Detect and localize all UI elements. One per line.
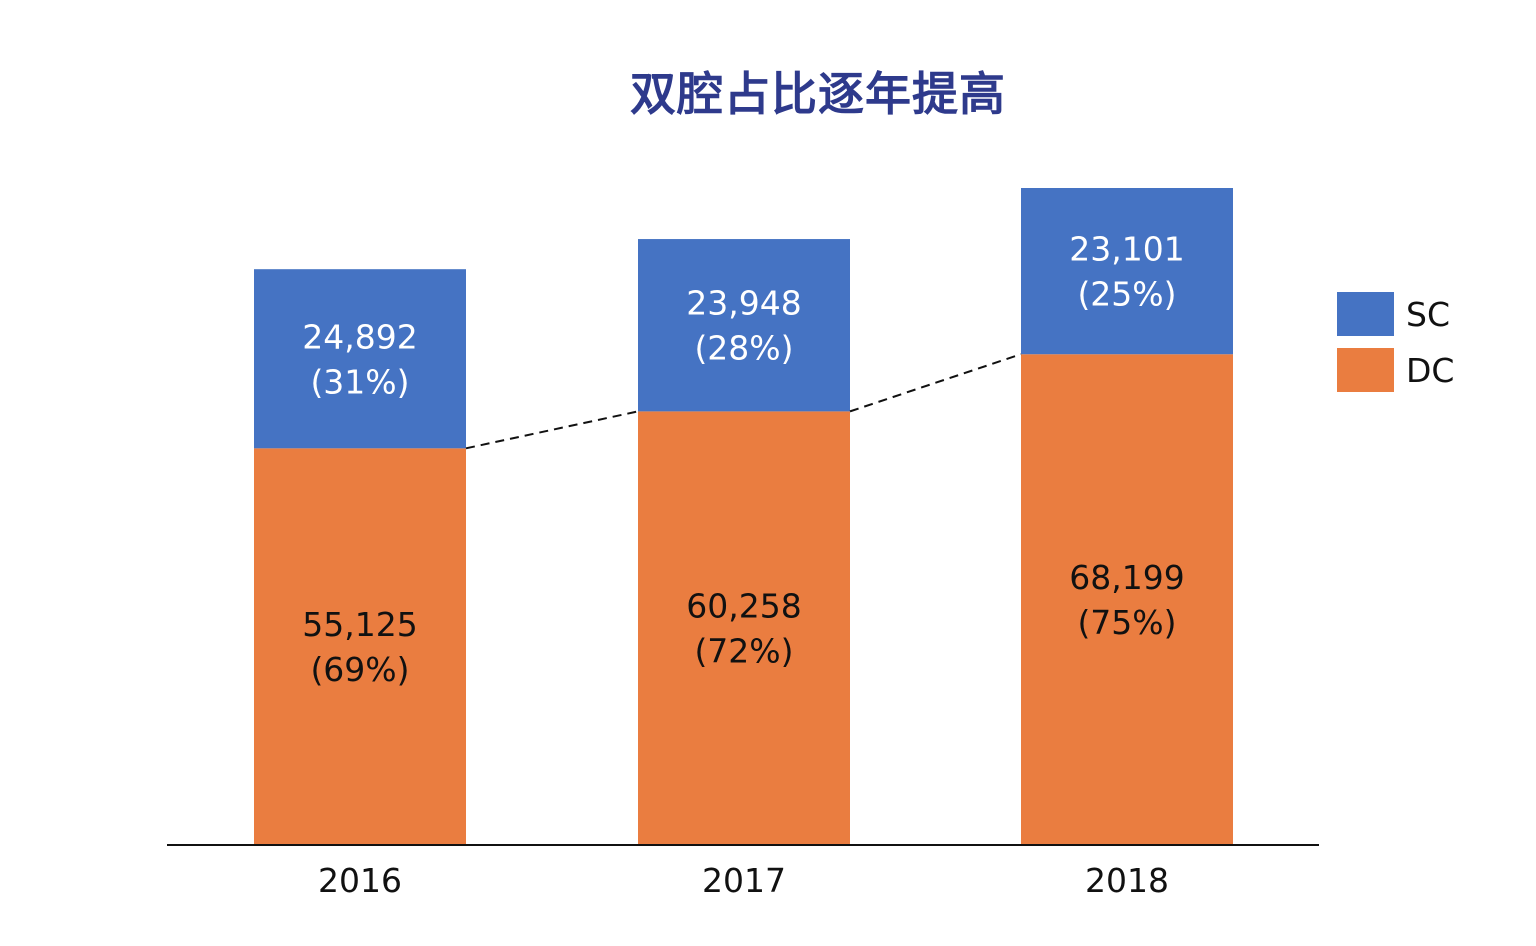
data-label-percent-dc-2017: (72%) <box>694 632 793 671</box>
data-label-value-dc-2018: 68,199 <box>1069 558 1184 597</box>
legend: SC DC <box>1337 292 1454 392</box>
legend-swatch-dc <box>1337 348 1394 392</box>
x-tick-label-2016: 2016 <box>318 861 402 900</box>
legend-label-dc: DC <box>1406 351 1454 390</box>
data-label-percent-sc-2016: (31%) <box>310 362 409 401</box>
data-label-value-sc-2017: 23,948 <box>686 284 801 323</box>
data-label-value-dc-2017: 60,258 <box>686 587 801 626</box>
x-axis-tick-labels: 2016 2017 2018 <box>318 861 1169 900</box>
legend-label-sc: SC <box>1406 295 1450 334</box>
data-label-value-dc-2016: 55,125 <box>302 605 417 644</box>
bar-segment-sc-2017 <box>638 239 850 412</box>
connector-lines <box>465 353 1022 450</box>
data-label-percent-dc-2018: (75%) <box>1077 603 1176 642</box>
bars-layer <box>254 188 1233 845</box>
connector-line-2017-2018 <box>849 353 1022 413</box>
bar-segment-dc-2016 <box>254 448 466 845</box>
x-tick-label-2017: 2017 <box>702 861 786 900</box>
bar-segment-sc-2018 <box>1021 188 1233 355</box>
data-label-percent-dc-2016: (69%) <box>310 650 409 689</box>
legend-swatch-sc <box>1337 292 1394 336</box>
bar-segment-dc-2017 <box>638 411 850 845</box>
data-label-value-sc-2016: 24,892 <box>302 317 417 356</box>
data-label-percent-sc-2017: (28%) <box>694 329 793 368</box>
bar-segment-dc-2018 <box>1021 354 1233 845</box>
connector-line-2016-2017 <box>465 410 639 450</box>
bar-segment-sc-2016 <box>254 269 466 449</box>
data-label-value-sc-2018: 23,101 <box>1069 230 1184 269</box>
x-tick-label-2018: 2018 <box>1085 861 1169 900</box>
data-label-percent-sc-2018: (25%) <box>1077 275 1176 314</box>
data-labels: 55,125 (69%) 24,892 (31%) 60,258 (72%) 23,948 (… <box>302 230 1184 690</box>
chart-title: 双腔占比逐年提高 <box>630 67 1006 121</box>
